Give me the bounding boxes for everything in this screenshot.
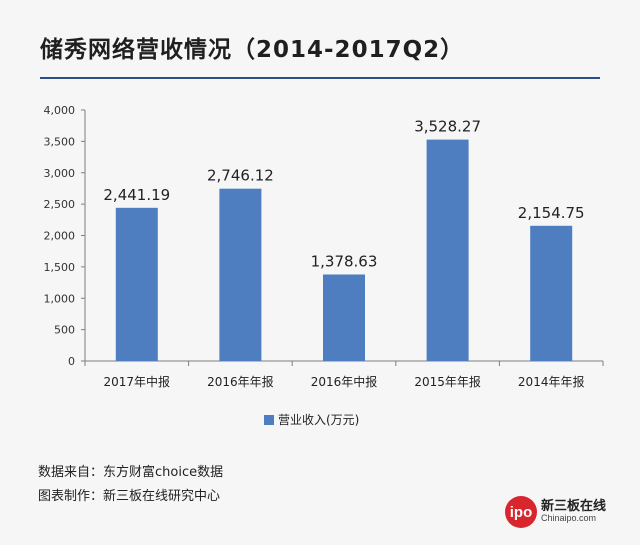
legend: 营业收入(万元): [264, 411, 359, 428]
data-label: 2,154.75: [518, 204, 585, 222]
logo-brand-name: 新三板在线: [541, 499, 607, 515]
ipo-logo-icon: ipo: [505, 496, 537, 528]
data-label: 2,746.12: [207, 167, 274, 185]
y-tick-label: 0: [68, 355, 75, 368]
y-tick-label: 1,500: [44, 261, 76, 274]
chart-credit-note: 图表制作：新三板在线研究中心: [38, 489, 221, 504]
bar: [530, 225, 573, 361]
y-tick-label: 500: [54, 324, 75, 337]
chart-title: 储秀网络营收情况（2014-2017Q2）: [40, 37, 465, 63]
bar: [323, 274, 365, 361]
y-tick-label: 3,500: [44, 135, 76, 148]
y-tick-label: 2,500: [44, 198, 76, 211]
y-tick-label: 2,000: [44, 230, 76, 243]
y-tick-label: 1,000: [44, 292, 76, 305]
legend-swatch: [264, 414, 274, 425]
logo-brand-url: Chinaipo.com: [541, 513, 597, 524]
bar: [115, 207, 158, 361]
x-tick-label: 2014年年报: [518, 374, 585, 389]
bar: [426, 139, 469, 361]
legend-label: 营业收入(万元): [278, 413, 360, 427]
data-label: 3,528.27: [414, 118, 481, 136]
x-tick-label: 2017年中报: [104, 374, 171, 389]
x-tick-label: 2015年年报: [414, 374, 481, 389]
brand-logo: ipo 新三板在线 Chinaipo.com: [505, 496, 606, 528]
bar: [219, 188, 262, 361]
data-label: 1,378.63: [311, 252, 378, 270]
y-tick-label: 3,000: [44, 167, 76, 180]
x-tick-label: 2016年年报: [207, 374, 274, 389]
data-label: 2,441.19: [103, 186, 170, 204]
data-source-note: 数据来自：东方财富choice数据: [38, 465, 224, 480]
bar-chart: 0 500 1,000 1,500 2,000 2,500 3,000 3,500 4,000 2…: [44, 104, 604, 389]
y-tick-label: 4,000: [44, 104, 76, 117]
title-divider: [40, 77, 600, 79]
x-tick-label: 2016年中报: [311, 374, 378, 389]
